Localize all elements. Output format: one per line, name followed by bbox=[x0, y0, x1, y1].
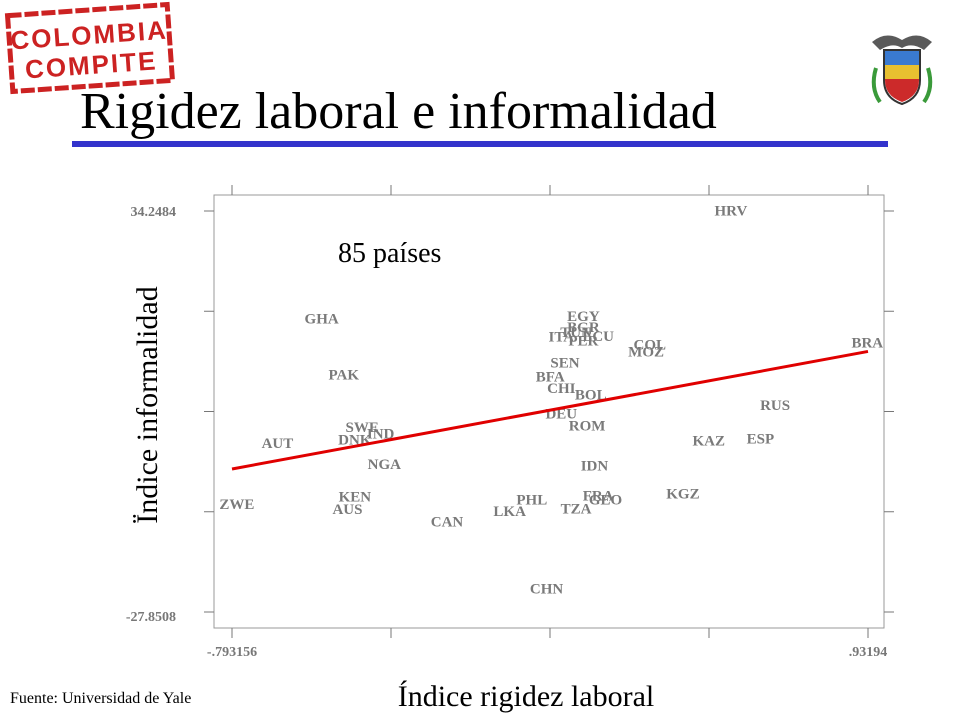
data-point-zwe: ZWE bbox=[219, 497, 254, 513]
data-point-bra: BRA bbox=[851, 335, 883, 351]
data-point-nga: NGA bbox=[368, 457, 402, 473]
data-point-ken: KEN bbox=[339, 490, 372, 506]
data-point-can: CAN bbox=[431, 514, 464, 530]
data-point-esp: ESP bbox=[747, 432, 775, 448]
data-point-swe: SWE bbox=[346, 420, 379, 436]
x-tick-label-min: -.793156 bbox=[207, 645, 257, 660]
data-point-kgz: KGZ bbox=[666, 487, 699, 503]
data-point-tun: TUN bbox=[560, 325, 592, 341]
data-point-ecu: ECU bbox=[582, 329, 614, 345]
y-tick-label-min: -27.8508 bbox=[126, 610, 176, 625]
data-point-per: PER bbox=[568, 333, 598, 349]
data-point-gha: GHA bbox=[305, 312, 339, 328]
data-point-egy: EGY bbox=[567, 309, 600, 325]
data-point-bfa: BFA bbox=[536, 370, 565, 386]
y-tick-label-max: 34.2484 bbox=[131, 205, 177, 220]
data-point-rom: ROM bbox=[569, 419, 606, 435]
title-underline bbox=[72, 141, 888, 147]
data-point-ita: ITA bbox=[549, 330, 575, 346]
data-point-phl: PHL bbox=[516, 492, 547, 508]
data-point-ind: IND bbox=[367, 426, 395, 442]
y-axis-title: Ïndice informalidad bbox=[131, 286, 164, 524]
data-point-sen: SEN bbox=[550, 355, 579, 371]
data-point-geo: GEO bbox=[589, 492, 622, 508]
data-point-moz: MOZ bbox=[628, 344, 664, 360]
colombia-coat-of-arms-icon bbox=[871, 35, 933, 106]
data-point-hrv: HRV bbox=[714, 204, 747, 220]
data-point-chi: CHI bbox=[547, 381, 576, 397]
x-tick-label-max: .93194 bbox=[849, 645, 888, 660]
data-point-pak: PAK bbox=[328, 368, 359, 384]
data-point-lka: LKA bbox=[493, 504, 526, 520]
x-axis-title: Índice rigidez laboral bbox=[397, 680, 655, 713]
data-point-rus: RUS bbox=[760, 398, 790, 414]
data-point-aut: AUT bbox=[262, 436, 294, 452]
data-point-fra: FRA bbox=[583, 488, 614, 504]
colombia-compite-logo: COLOMBIA COMPITE bbox=[4, 1, 176, 95]
data-point-aus: AUS bbox=[332, 502, 362, 518]
data-point-col: COL bbox=[634, 337, 667, 353]
countries-annotation: 85 países bbox=[338, 238, 442, 269]
fit-line bbox=[231, 349, 869, 471]
data-point-chn: CHN bbox=[530, 581, 564, 597]
source-note: Fuente: Universidad de Yale bbox=[10, 690, 192, 707]
page-title: Rigidez laboral e informalidad bbox=[80, 83, 717, 140]
data-point-bgr: BGR bbox=[567, 320, 600, 336]
data-point-tza: TZA bbox=[561, 501, 592, 517]
data-point-kaz: KAZ bbox=[692, 434, 725, 450]
data-point-idn: IDN bbox=[581, 459, 609, 475]
